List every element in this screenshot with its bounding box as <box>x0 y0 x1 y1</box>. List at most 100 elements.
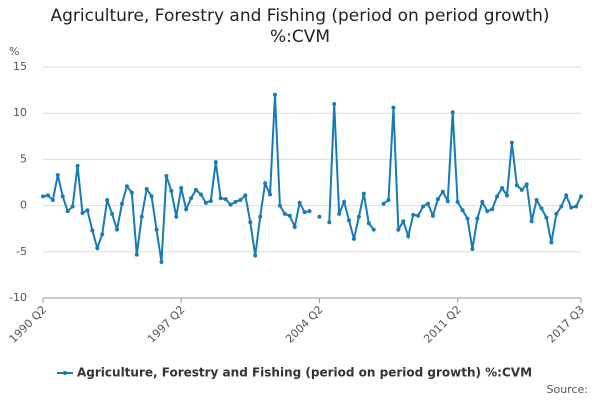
point <box>421 204 426 209</box>
point <box>287 213 292 218</box>
point <box>406 234 411 239</box>
source: Source: <box>547 383 589 396</box>
point <box>50 198 55 203</box>
y-tick-label: -5 <box>16 245 27 258</box>
point <box>179 186 184 191</box>
x-tick-label: 2004 Q2 <box>283 303 326 346</box>
point <box>105 198 110 203</box>
x-tick-label: 1997 Q2 <box>145 303 188 346</box>
point <box>70 204 75 209</box>
point <box>529 219 534 224</box>
point <box>164 174 169 179</box>
point <box>356 214 361 219</box>
point <box>435 197 440 202</box>
point <box>297 200 302 205</box>
point <box>134 252 139 257</box>
point <box>539 206 544 211</box>
point <box>194 187 199 192</box>
point <box>425 201 430 206</box>
point <box>347 218 352 223</box>
point <box>509 140 514 145</box>
point <box>361 191 366 196</box>
point <box>149 194 154 199</box>
point <box>85 208 90 213</box>
point <box>485 209 490 214</box>
point <box>292 224 297 229</box>
point <box>208 198 213 203</box>
point <box>184 207 189 212</box>
x-tick-label: 2011 Q2 <box>421 303 464 346</box>
chart-title: Agriculture, Forestry and Fishing (perio… <box>50 6 550 47</box>
point <box>519 187 524 192</box>
point <box>490 207 495 212</box>
point <box>440 189 445 194</box>
point <box>450 110 455 115</box>
point <box>80 210 85 215</box>
point <box>514 183 519 188</box>
point <box>495 194 500 199</box>
point <box>243 193 248 198</box>
point <box>95 246 100 251</box>
point <box>579 194 583 199</box>
point <box>416 213 421 218</box>
point <box>386 198 391 203</box>
point <box>282 211 287 216</box>
point <box>258 214 263 219</box>
point <box>391 105 396 110</box>
y-tick-label: 5 <box>20 152 27 165</box>
point <box>268 192 273 197</box>
legend-label: Agriculture, Forestry and Fishing (perio… <box>77 366 532 380</box>
y-tick-label: 15 <box>13 60 27 73</box>
point <box>263 181 268 186</box>
point <box>411 212 416 217</box>
point <box>396 227 401 232</box>
point <box>41 194 45 199</box>
x-tick-label: 2017 Q3 <box>545 303 588 346</box>
x-tick-label: 1990 Q2 <box>7 303 50 346</box>
point <box>332 101 337 106</box>
point <box>174 214 179 219</box>
point <box>45 193 50 198</box>
point <box>228 202 233 207</box>
point <box>139 214 144 219</box>
point <box>233 199 238 204</box>
point <box>351 236 356 241</box>
point <box>90 228 95 233</box>
point <box>213 160 218 165</box>
point <box>504 193 509 198</box>
point <box>60 194 65 199</box>
point <box>500 186 505 191</box>
series-line <box>42 94 582 263</box>
point <box>272 92 277 97</box>
point <box>475 216 480 221</box>
point <box>124 184 129 189</box>
point <box>65 209 70 214</box>
point <box>554 211 559 216</box>
point <box>198 192 203 197</box>
point <box>169 188 174 193</box>
point <box>534 198 539 203</box>
point <box>524 182 529 187</box>
point <box>223 197 228 202</box>
point <box>381 201 386 206</box>
point <box>569 205 574 210</box>
point <box>189 196 194 201</box>
point <box>470 247 475 252</box>
point <box>302 210 307 215</box>
point <box>317 214 322 219</box>
y-tick-label: 0 <box>20 199 27 212</box>
point <box>574 204 579 209</box>
point <box>154 227 159 232</box>
point <box>129 190 134 195</box>
point <box>549 240 554 245</box>
point <box>115 227 120 232</box>
point <box>559 204 564 209</box>
point <box>218 196 223 201</box>
y-axis-label: % <box>9 45 19 58</box>
point <box>337 211 342 216</box>
point <box>445 198 450 203</box>
point <box>238 198 243 203</box>
point <box>327 220 332 225</box>
